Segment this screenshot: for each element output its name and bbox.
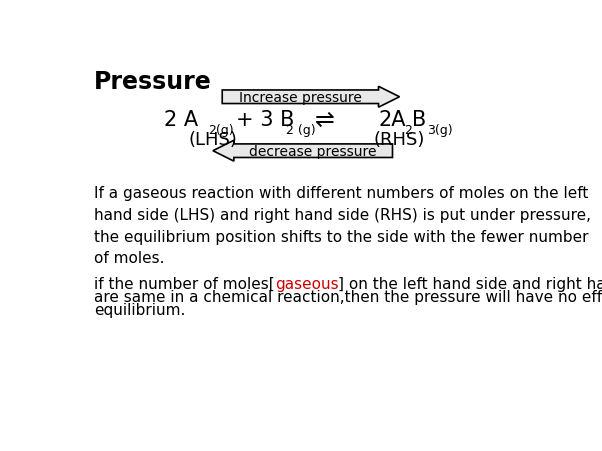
Text: gaseous: gaseous bbox=[275, 276, 338, 291]
Text: 2 A: 2 A bbox=[164, 110, 198, 130]
Text: ] on the left hand side and right hand side: ] on the left hand side and right hand s… bbox=[338, 276, 602, 291]
Polygon shape bbox=[222, 87, 400, 108]
Text: 2A: 2A bbox=[379, 110, 406, 130]
Text: are same in a chemical reaction,then the pressure will have no effect on the: are same in a chemical reaction,then the… bbox=[94, 290, 602, 304]
Text: If a gaseous reaction with different numbers of moles on the left
hand side (LHS: If a gaseous reaction with different num… bbox=[94, 186, 591, 266]
Text: + 3 B: + 3 B bbox=[236, 110, 294, 130]
Text: if the number of moles[: if the number of moles[ bbox=[94, 276, 275, 291]
Text: B: B bbox=[412, 110, 426, 130]
Text: decrease pressure: decrease pressure bbox=[249, 144, 377, 158]
Text: Increase pressure: Increase pressure bbox=[239, 91, 362, 105]
Text: ⇌: ⇌ bbox=[315, 108, 335, 132]
Text: (LHS): (LHS) bbox=[188, 130, 237, 148]
Text: 3(g): 3(g) bbox=[427, 123, 453, 136]
Text: equilibrium.: equilibrium. bbox=[94, 303, 185, 318]
Text: Pressure: Pressure bbox=[94, 70, 212, 94]
Text: (RHS): (RHS) bbox=[374, 130, 425, 148]
Text: 2 (g): 2 (g) bbox=[286, 123, 316, 136]
Polygon shape bbox=[213, 141, 393, 162]
Text: 2(g): 2(g) bbox=[208, 123, 234, 136]
Text: 2: 2 bbox=[404, 123, 412, 136]
